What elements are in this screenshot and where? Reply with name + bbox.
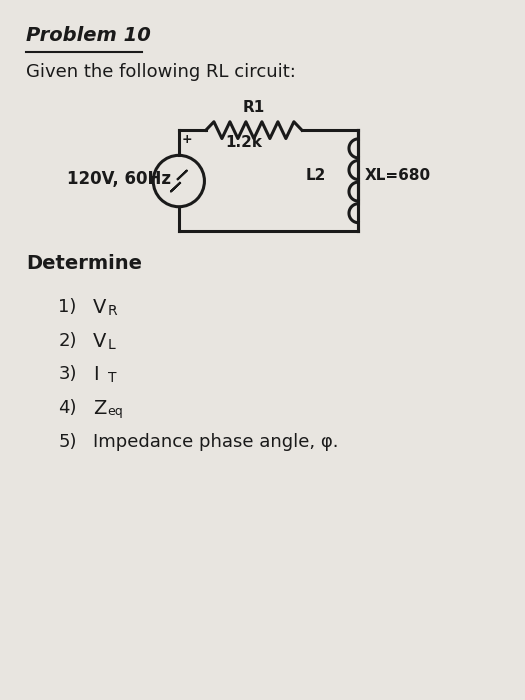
Text: 5): 5): [58, 433, 77, 451]
Text: I: I: [93, 365, 98, 384]
Text: Z: Z: [93, 399, 106, 418]
Text: V: V: [93, 298, 106, 317]
Text: Determine: Determine: [26, 253, 142, 273]
Text: Given the following RL circuit:: Given the following RL circuit:: [26, 64, 296, 81]
Text: eq: eq: [108, 405, 123, 418]
Text: R1: R1: [243, 100, 265, 116]
Text: L2: L2: [306, 168, 327, 183]
Text: 120V, 60Hz: 120V, 60Hz: [68, 169, 172, 188]
Text: R: R: [108, 304, 117, 318]
Text: V: V: [93, 332, 106, 351]
Text: Impedance phase angle, φ.: Impedance phase angle, φ.: [93, 433, 338, 451]
Text: L: L: [108, 337, 116, 351]
Text: 3): 3): [58, 365, 77, 384]
Text: T: T: [108, 371, 116, 385]
Text: 1.2k: 1.2k: [226, 135, 262, 150]
Text: Problem 10: Problem 10: [26, 27, 151, 46]
Text: 4): 4): [58, 399, 77, 417]
Text: 2): 2): [58, 332, 77, 350]
Text: XL=680: XL=680: [364, 168, 430, 183]
Text: 1): 1): [58, 298, 77, 316]
Text: +: +: [181, 132, 192, 146]
